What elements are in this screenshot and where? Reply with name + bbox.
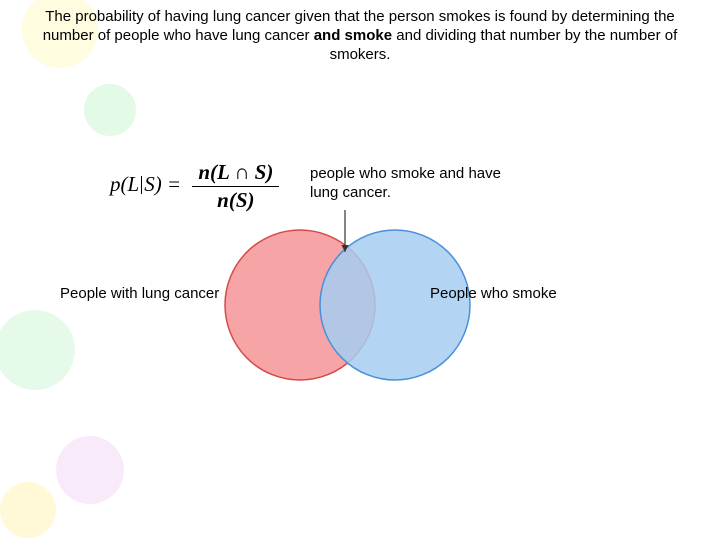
annotation-arrow bbox=[0, 0, 720, 540]
